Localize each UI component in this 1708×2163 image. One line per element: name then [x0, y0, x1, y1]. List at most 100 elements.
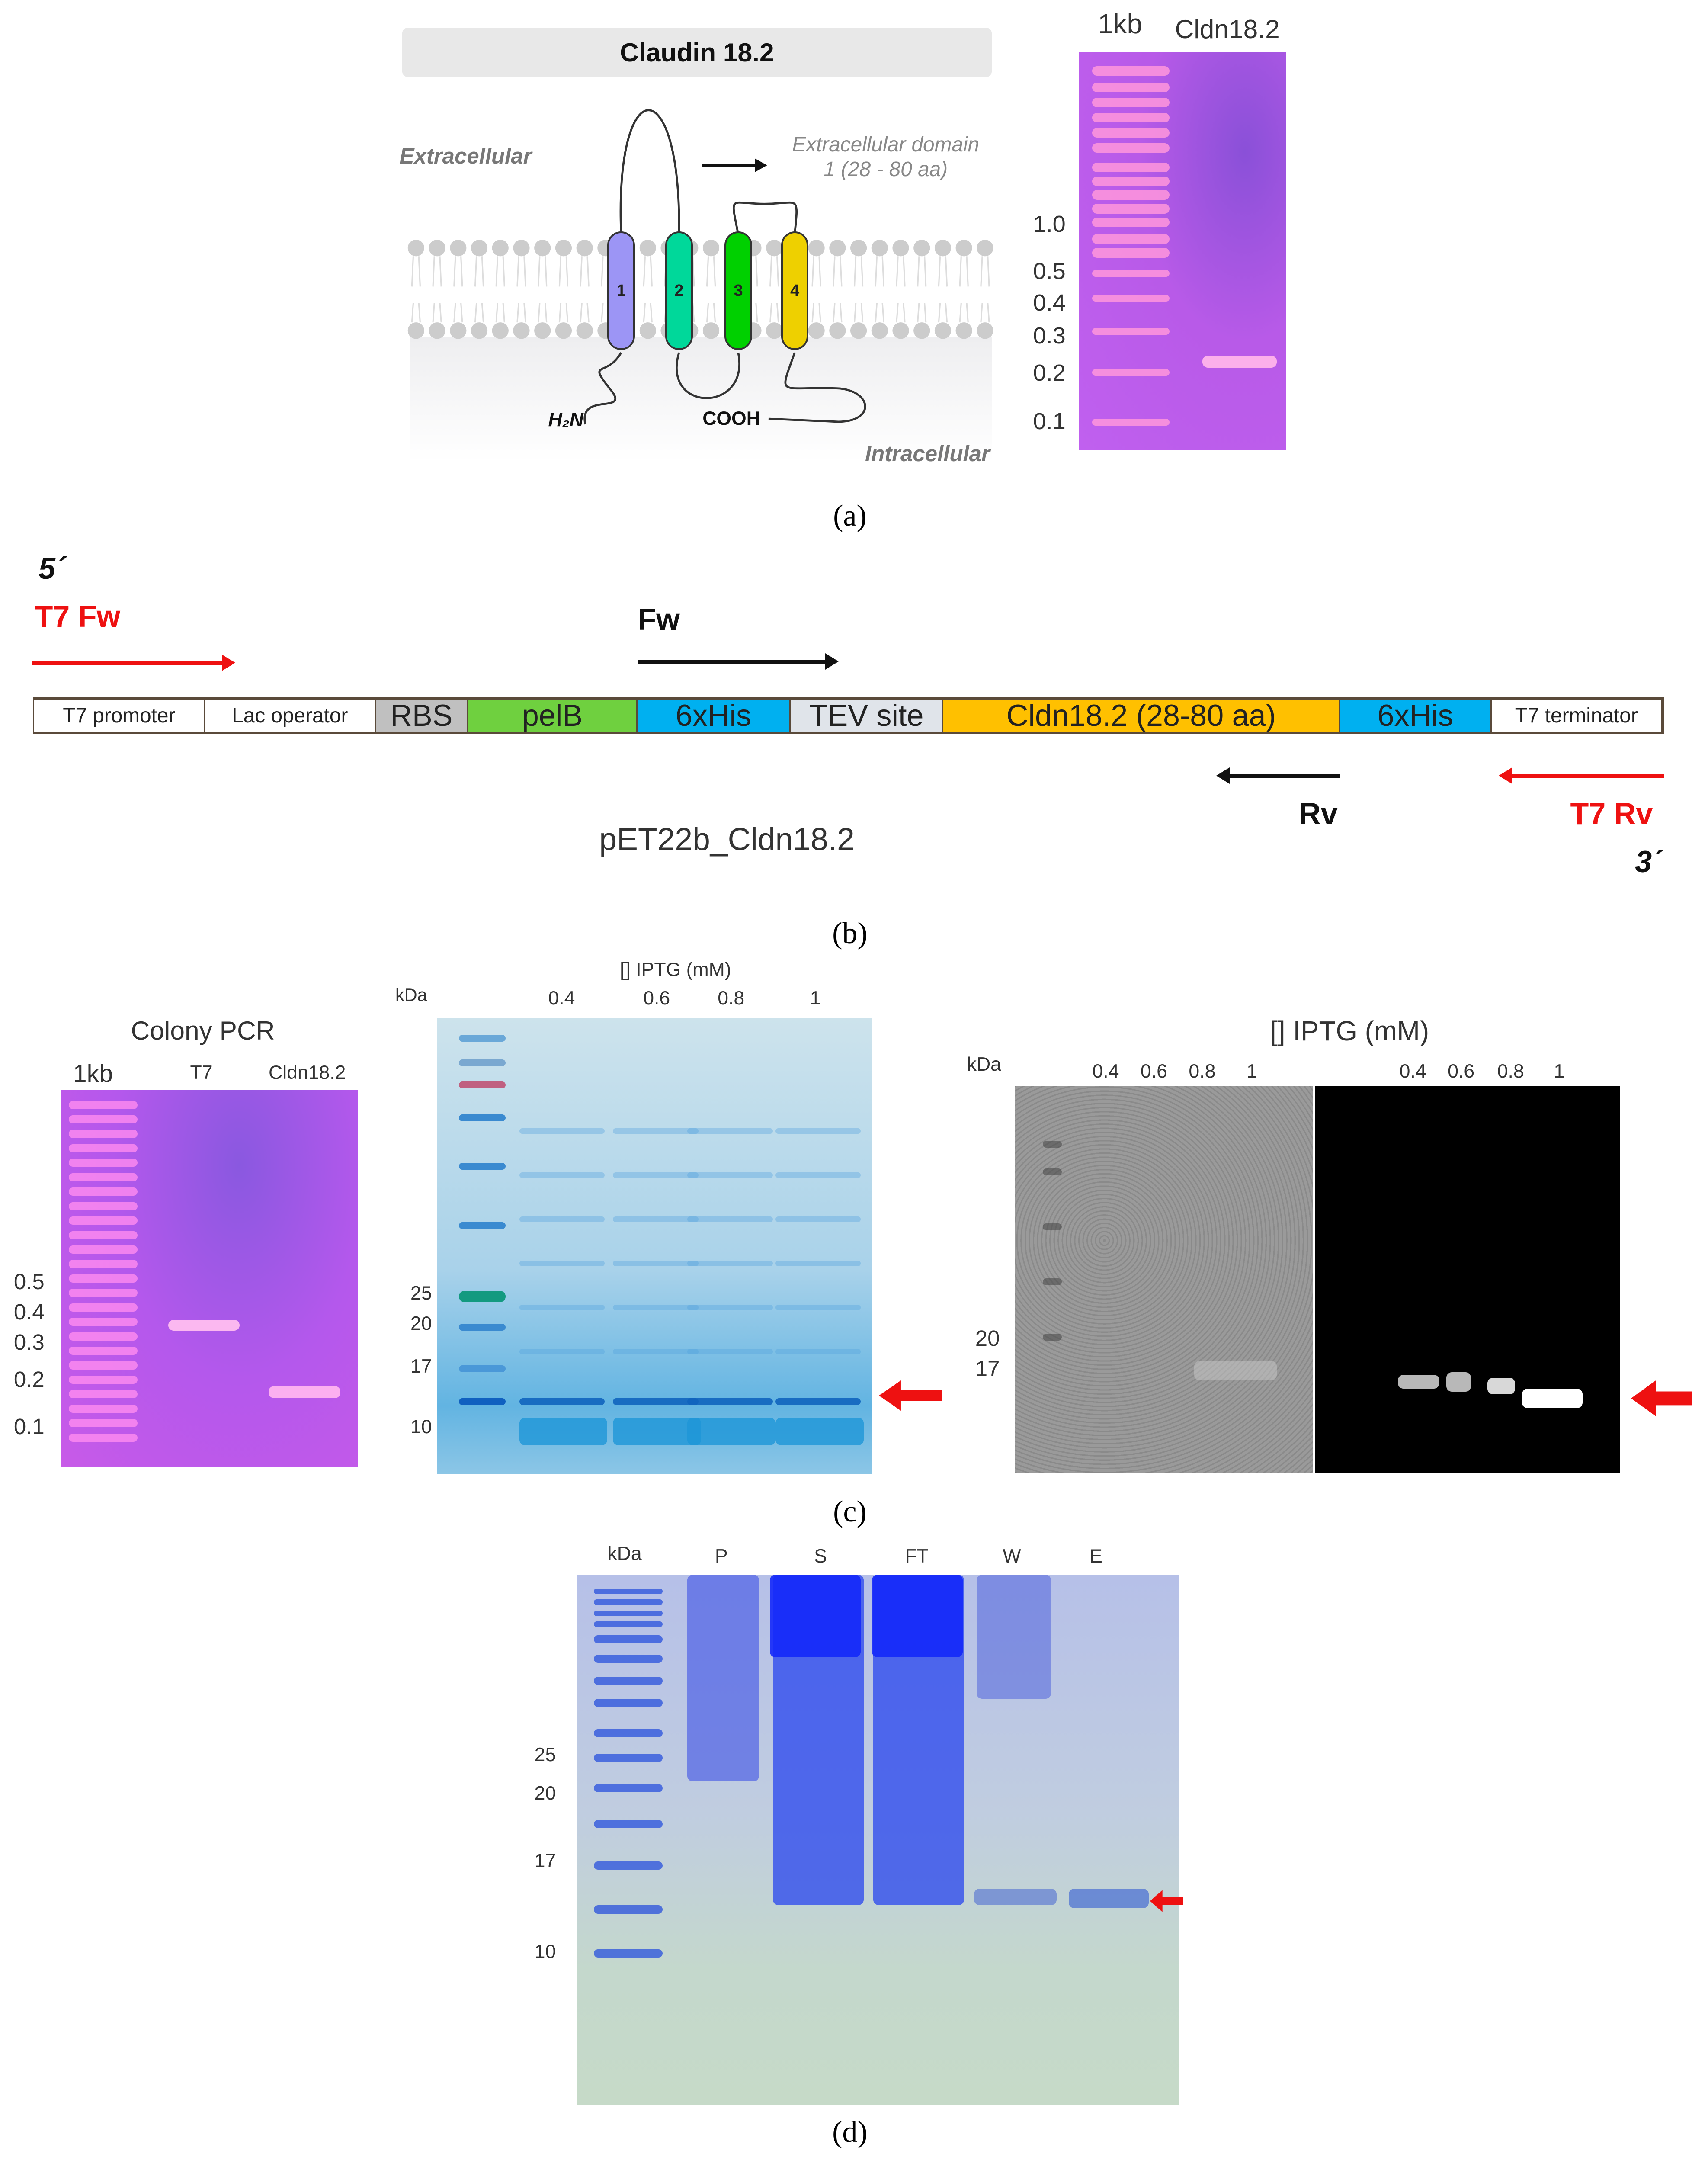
ladder-band: [69, 1159, 138, 1167]
intracellular-label: Intracellular: [865, 441, 990, 466]
lane-e-band: [1069, 1889, 1149, 1908]
segment-label: TEV site: [809, 699, 924, 733]
ladder-band: [1092, 176, 1170, 186]
topology-loops: [583, 109, 866, 425]
ladder-band: [1092, 113, 1170, 123]
western-title: [] IPTG (mM): [1270, 1016, 1429, 1047]
marker-band: [593, 1905, 663, 1914]
ladder-band: [69, 1260, 138, 1268]
signal-band: [1487, 1377, 1516, 1394]
segment-label: 6xHis: [1377, 699, 1453, 733]
t7-band: [168, 1319, 240, 1331]
western-marker: 17: [975, 1356, 1000, 1381]
ladder-band: [1092, 295, 1170, 302]
marker-band: [593, 1635, 663, 1644]
helix-label: 2: [674, 281, 684, 300]
expression-band: [613, 1418, 701, 1445]
cldn-band: [269, 1386, 340, 1399]
gel-a-marker: 0.5: [1033, 258, 1066, 284]
marker-band: [458, 1365, 506, 1372]
purification-gel: [577, 1575, 1179, 2105]
gel-d-lane-label: W: [1003, 1546, 1021, 1567]
segment-label: T7 promoter: [63, 704, 176, 727]
pcr-marker: 0.1: [13, 1414, 45, 1439]
marker-band: [458, 1162, 506, 1170]
segment-label: pelB: [522, 699, 583, 733]
protein-band: [613, 1304, 699, 1310]
helix-4: 4: [781, 231, 809, 350]
t7-fw-label: T7 Fw: [34, 600, 121, 634]
ladder-band: [1092, 143, 1170, 153]
ladder-band: [69, 1173, 138, 1181]
domain-label: Extracellular domain 1 (28 - 80 aa): [771, 132, 1000, 182]
plasmid-segment: 6xHis: [638, 699, 791, 732]
pcr-lane-t7: T7: [190, 1062, 213, 1084]
segment-label: Lac operator: [232, 704, 348, 727]
protein-band: [519, 1128, 605, 1134]
segment-label: T7 terminator: [1515, 704, 1638, 727]
protein-band: [687, 1172, 773, 1178]
gel-d-kda: kDa: [607, 1543, 642, 1564]
ladder-band: [1092, 66, 1170, 76]
cldn-band: [1202, 355, 1277, 368]
protein-band: [687, 1128, 773, 1134]
protein-band: [775, 1348, 861, 1354]
domain-label-line1: Extracellular domain: [792, 133, 980, 156]
plasmid-segment: T7 promoter: [34, 700, 205, 732]
ladder-band: [1092, 369, 1170, 376]
marker-band: [458, 1034, 506, 1042]
marker-band: [593, 1610, 663, 1616]
marker-band: [458, 1222, 506, 1229]
protein-band: [687, 1304, 773, 1310]
protein-band: [519, 1348, 605, 1354]
helix-3: 3: [724, 231, 752, 350]
gel-a-marker: 0.2: [1033, 360, 1066, 386]
sds-lane-label: 0.8: [718, 988, 745, 1009]
ladder-band: [69, 1115, 138, 1124]
plasmid-segment: pelB: [468, 699, 638, 733]
western-kda: kDa: [967, 1054, 1001, 1075]
n-terminus-label: H₂N: [548, 409, 583, 430]
ladder-band: [1042, 1278, 1062, 1286]
pcr-lane-cldn: Cldn18.2: [269, 1062, 346, 1084]
marker-band: [593, 1820, 663, 1829]
expression-band: [775, 1418, 864, 1445]
sds-lane-label: 0.4: [548, 988, 575, 1009]
ladder-band: [1092, 128, 1170, 138]
ladder-band: [69, 1231, 138, 1239]
ladder-band: [69, 1187, 138, 1196]
signal-band: [1446, 1372, 1471, 1392]
ladder-band: [1092, 204, 1170, 214]
gel-d-lane-label: E: [1090, 1546, 1102, 1567]
protein-band: [775, 1260, 861, 1266]
caption-b: (b): [832, 916, 868, 950]
ladder-band: [69, 1332, 138, 1341]
western-lane-label: 0.4: [1092, 1061, 1119, 1082]
ladder-band: [1042, 1223, 1062, 1230]
protein-band: [775, 1128, 861, 1134]
ladder-band: [69, 1202, 138, 1210]
protein-band: [687, 1260, 773, 1266]
plasmid-segment: Cldn18.2 (28-80 aa): [943, 699, 1340, 732]
marker-band: [593, 1754, 663, 1762]
ladder-band: [69, 1144, 138, 1152]
ladder-band: [69, 1245, 138, 1254]
ladder-band: [1092, 162, 1170, 173]
marker-band: [458, 1059, 506, 1066]
target-band: [687, 1398, 773, 1406]
t7-fw-arrowhead: [221, 654, 235, 671]
gel-d-marker: 17: [534, 1850, 556, 1872]
fw-arrow: [638, 660, 828, 664]
protein-band: [687, 1348, 773, 1354]
ladder-band: [1092, 419, 1170, 426]
ladder-band: [69, 1433, 138, 1442]
t7-fw-arrow: [32, 661, 225, 666]
protein-band: [687, 1216, 773, 1222]
gel-d-red-arrow: [1150, 1890, 1183, 1913]
marker-band: [593, 1654, 663, 1663]
colony-pcr-title: Colony PCR: [131, 1016, 275, 1046]
protein-band: [613, 1260, 699, 1266]
western-lane-label: 0.6: [1140, 1061, 1167, 1082]
domain-label-line2: 1 (28 - 80 aa): [824, 158, 948, 181]
